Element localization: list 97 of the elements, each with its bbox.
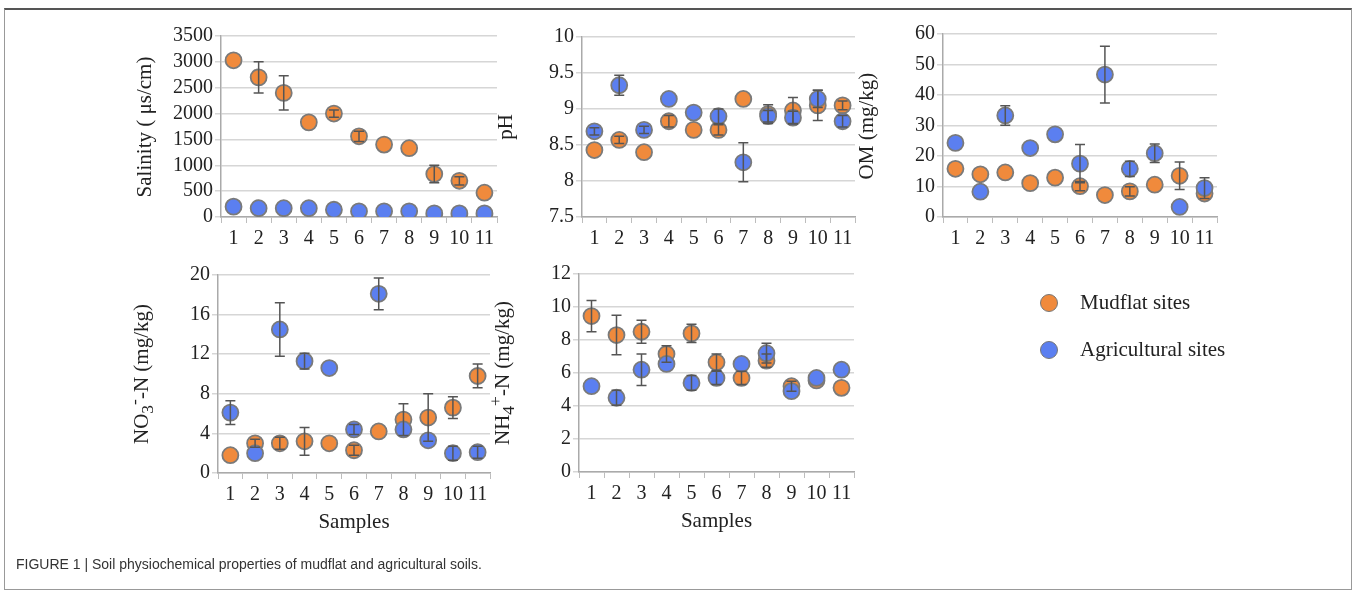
y-tick-label: 9.5 (549, 60, 574, 83)
y-tick-label: 2500 (173, 74, 213, 97)
x-tick-label: 4 (663, 226, 674, 249)
x-tick-label: 2 (975, 226, 986, 249)
x-tick-label: 6 (711, 481, 722, 504)
y-tick-label: 40 (915, 82, 935, 105)
x-tick-label: 6 (713, 226, 724, 249)
x-tick-label: 1 (586, 481, 597, 504)
x-tick-label: 1 (228, 226, 239, 249)
x-axis-title: Samples (318, 508, 390, 533)
y-tick-label: 4 (200, 420, 210, 443)
x-tick-label: 7 (736, 481, 747, 504)
legend-label: Agricultural sites (1080, 337, 1226, 362)
x-tick-label: 7 (738, 226, 749, 249)
y-axis-title: OM (mg/kg) (853, 72, 879, 179)
x-tick-label: 11 (831, 481, 852, 504)
x-tick-label: 2 (253, 226, 264, 249)
x-tick-label: 5 (688, 226, 699, 249)
y-tick-label: 8 (561, 327, 571, 350)
y-tick-label: 0 (200, 460, 210, 483)
x-tick-label: 10 (442, 482, 463, 505)
y-tick-label: 1000 (173, 152, 213, 175)
y-axis-title: Salinity ( μs/cm) (131, 56, 157, 197)
y-tick-label: 10 (554, 24, 574, 47)
y-tick-label: 50 (915, 51, 935, 74)
x-tick-label: 5 (328, 226, 339, 249)
x-tick-label: 11 (474, 226, 495, 249)
x-tick-label: 7 (1099, 226, 1110, 249)
y-tick-label: 10 (551, 294, 571, 317)
y-tick-label: 3500 (173, 23, 213, 46)
x-tick-label: 11 (468, 482, 488, 505)
y-tick-label: 8 (564, 168, 574, 191)
x-tick-label: 9 (786, 481, 797, 504)
x-tick-label: 2 (611, 481, 622, 504)
x-tick-label: 1 (225, 482, 236, 505)
x-tick-label: 1 (589, 226, 600, 249)
x-tick-label: 10 (807, 226, 828, 249)
x-tick-label: 5 (324, 482, 335, 505)
x-tick-label: 7 (373, 482, 384, 505)
x-tick-label: 2 (614, 226, 625, 249)
y-tick-label: 4 (561, 393, 571, 416)
x-tick-label: 5 (1050, 226, 1061, 249)
y-tick-label: 8.5 (549, 132, 574, 155)
x-tick-label: 3 (639, 226, 650, 249)
x-tick-label: 8 (398, 482, 409, 505)
x-tick-label: 9 (787, 226, 798, 249)
y-tick-label: 0 (561, 459, 571, 482)
x-tick-label: 8 (1124, 226, 1135, 249)
x-tick-label: 3 (636, 481, 647, 504)
y-tick-label: 20 (915, 143, 935, 166)
y-tick-label: 60 (915, 21, 935, 44)
y-tick-label: 2 (561, 426, 571, 449)
x-tick-label: 4 (303, 226, 314, 249)
x-tick-label: 6 (1075, 226, 1085, 249)
x-tick-label: 11 (832, 226, 853, 249)
x-tick-label: 3 (274, 482, 285, 505)
x-tick-label: 4 (299, 482, 310, 505)
y-tick-label: 20 (190, 262, 210, 285)
x-tick-label: 7 (379, 226, 390, 249)
y-tick-label: 12 (190, 341, 210, 364)
x-tick-label: 6 (354, 226, 364, 249)
x-tick-label: 5 (686, 481, 697, 504)
y-tick-label: 2000 (173, 100, 213, 123)
y-tick-label: 12 (551, 261, 571, 284)
y-tick-label: 0 (925, 204, 935, 227)
y-tick-label: 500 (183, 178, 213, 201)
y-tick-label: 8 (200, 381, 210, 404)
y-tick-label: 3000 (173, 49, 213, 72)
y-tick-label: 7.5 (549, 204, 574, 227)
x-tick-label: 3 (1000, 226, 1011, 249)
y-tick-label: 16 (190, 301, 210, 324)
x-tick-label: 10 (1169, 226, 1190, 249)
y-tick-label: 6 (561, 360, 571, 383)
x-tick-label: 2 (250, 482, 261, 505)
y-tick-label: 30 (915, 112, 935, 135)
x-tick-label: 4 (1025, 226, 1036, 249)
x-axis-title: Samples (680, 507, 753, 532)
legend-label: Mudflat sites (1080, 290, 1191, 315)
y-tick-label: 0 (203, 204, 213, 227)
y-axis-title: pH (492, 114, 518, 140)
x-tick-label: 4 (661, 481, 672, 504)
x-tick-label: 9 (429, 226, 440, 249)
caption: FIGURE 1 | Soil physiochemical properties of mudflat and agricultural soils. (16, 556, 482, 572)
x-tick-label: 1 (950, 226, 961, 249)
x-tick-label: 8 (761, 481, 772, 504)
x-tick-label: 9 (423, 482, 434, 505)
x-tick-label: 10 (806, 481, 827, 504)
x-tick-label: 10 (449, 226, 470, 249)
y-tick-label: 9 (564, 96, 574, 119)
x-tick-label: 3 (278, 226, 289, 249)
x-tick-label: 6 (349, 482, 359, 505)
x-tick-label: 8 (763, 226, 774, 249)
x-tick-label: 9 (1149, 226, 1160, 249)
y-tick-label: 1500 (173, 126, 213, 149)
x-tick-label: 8 (404, 226, 415, 249)
x-tick-label: 11 (1194, 226, 1215, 249)
y-tick-label: 10 (915, 173, 935, 196)
